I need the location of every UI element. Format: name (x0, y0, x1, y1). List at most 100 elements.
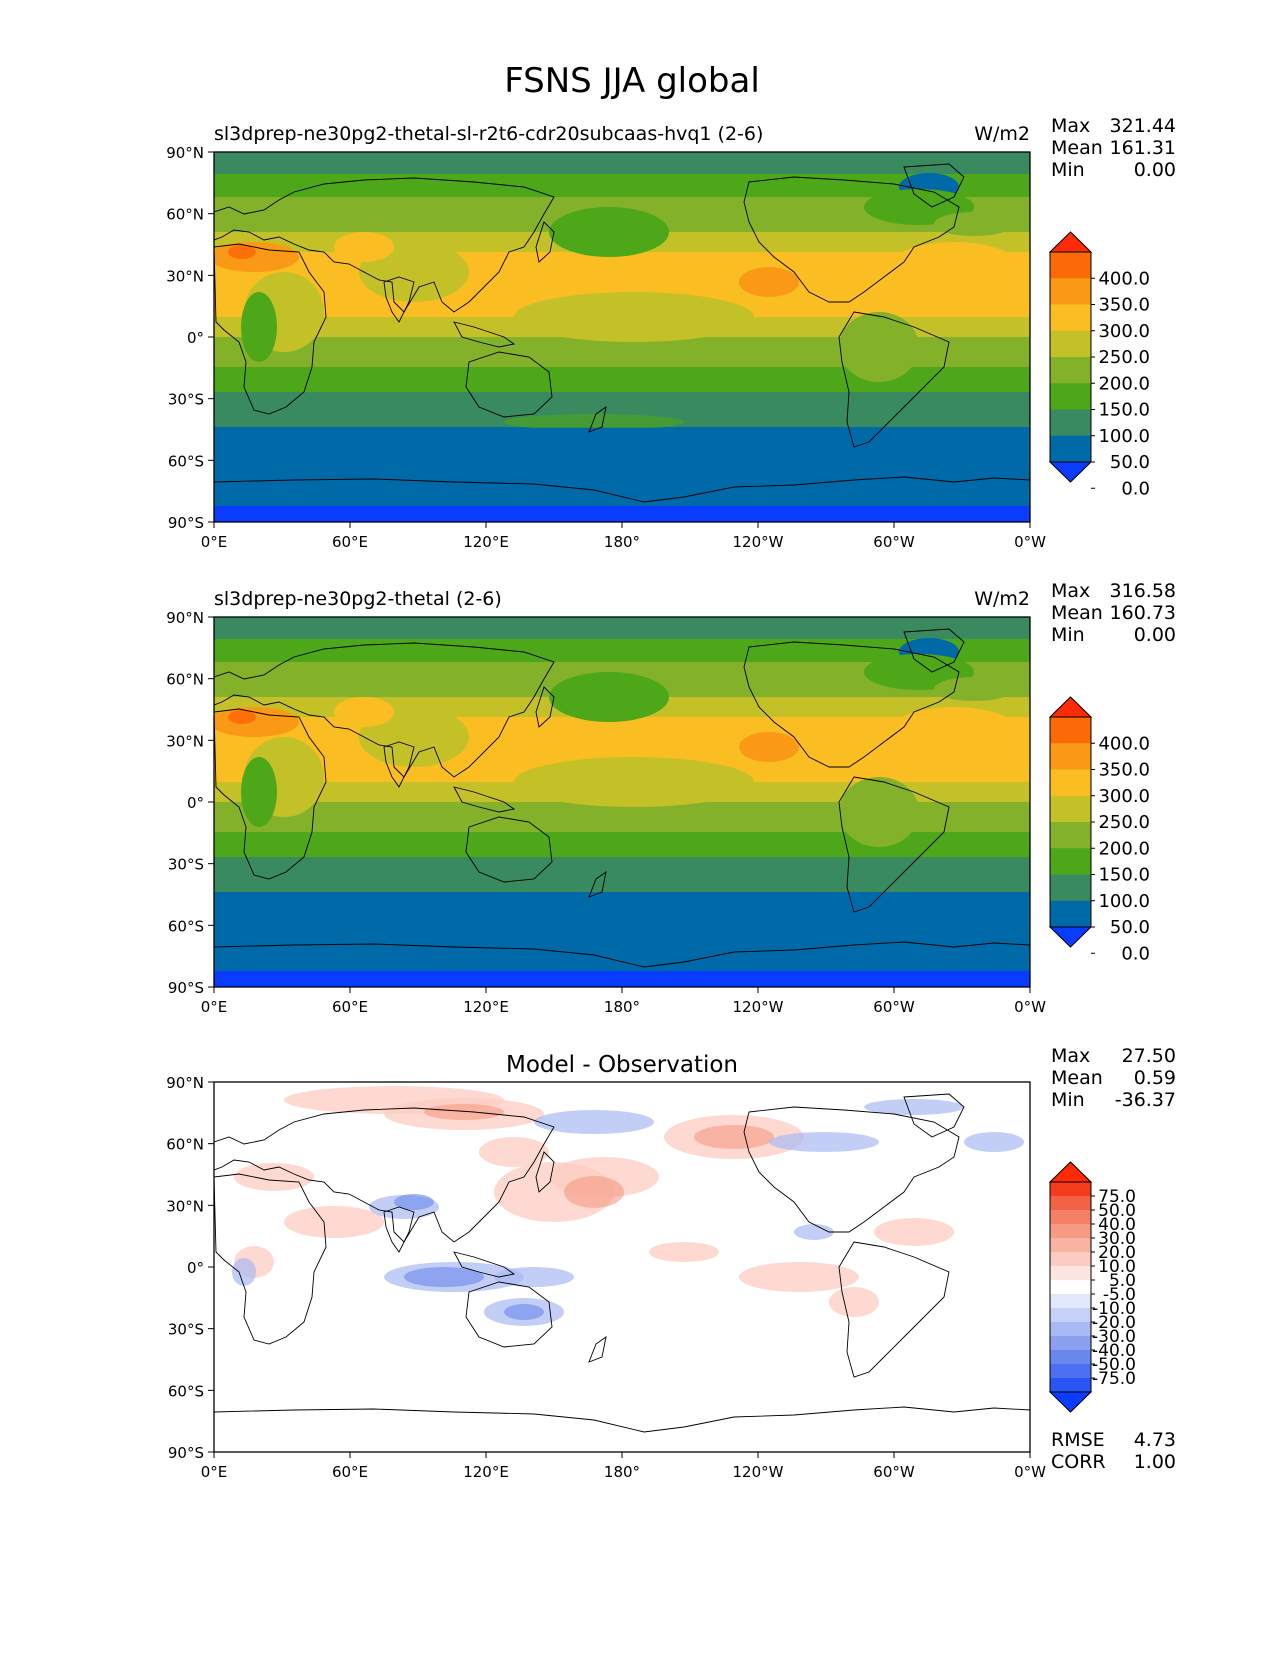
lat-tick-label: 90°N (166, 144, 204, 162)
colorbar-band (1050, 1210, 1091, 1225)
colorbar-band (1050, 1196, 1091, 1211)
colorbar-label: 0.0 (1121, 478, 1150, 499)
stat-label: Max (1051, 580, 1090, 602)
lon-tick-label: 180° (604, 1463, 640, 1481)
colorbar-band (1050, 1294, 1091, 1309)
colorbar-label: -5.0 (1103, 1285, 1136, 1305)
colorbar-band (1050, 1224, 1091, 1239)
colorbar-band (1050, 1378, 1091, 1393)
lat-tick-label: 30°S (168, 1321, 204, 1339)
colorbar: 400.0 350.0 300.0 250.0 200.0 150.0 100.0 50.0 0… (1048, 231, 1150, 499)
stat-value: 0.00 (1134, 624, 1176, 646)
lon-tick-label: 0°W (1014, 1463, 1046, 1481)
lat-tick-label: 90°N (166, 609, 204, 627)
lon-tick-label: 60°W (873, 998, 915, 1016)
colorbar-band (1050, 409, 1091, 437)
stat-value: 0.00 (1134, 159, 1176, 181)
colorbar-label: -75.0 (1092, 1369, 1136, 1389)
colorbar-label: 250.0 (1098, 812, 1150, 833)
lon-tick-label: 60°W (873, 1463, 915, 1481)
lon-tick-label: 60°E (332, 1463, 368, 1481)
figure-title: FSNS JJA global (504, 61, 760, 101)
colorbar-band (1050, 1308, 1091, 1323)
colorbar-band (1050, 1280, 1091, 1295)
stat-value: 161.31 (1110, 137, 1176, 159)
lon-tick-label: 60°E (332, 998, 368, 1016)
stat-label: Min (1051, 624, 1085, 646)
colorbar-band (1050, 357, 1091, 384)
lat-tick-label: 90°S (168, 514, 204, 532)
lon-tick-label: 0°E (201, 1463, 228, 1481)
colorbar-label: 75.0 (1098, 1187, 1136, 1207)
colorbar-label: 100.0 (1098, 426, 1150, 447)
lon-tick-label: 120°W (733, 998, 784, 1016)
colorbar-band (1050, 795, 1091, 823)
lat-tick-label: 60°S (168, 1382, 204, 1400)
colorbar-band (1050, 743, 1091, 770)
metric-value: 1.00 (1134, 1451, 1176, 1473)
stat-label: Max (1051, 115, 1090, 137)
panel-units: W/m2 (974, 588, 1030, 610)
lat-tick-label: 60°S (168, 452, 204, 470)
lon-tick-label: 120°W (733, 533, 784, 551)
colorbar-label: 200.0 (1098, 373, 1150, 394)
colorbar-label: 5.0 (1109, 1271, 1136, 1291)
colorbar-label: 20.0 (1098, 1243, 1136, 1263)
colorbar-band (1050, 1350, 1091, 1365)
lon-tick-label: 0°E (201, 998, 228, 1016)
colorbar-label: 150.0 (1098, 400, 1150, 421)
stat-label: Min (1051, 1089, 1085, 1111)
colorbar-band (1050, 1322, 1091, 1337)
stat-value: 316.58 (1110, 580, 1176, 602)
metric-value: 4.73 (1134, 1429, 1176, 1451)
colorbar: 400.0 350.0 300.0 250.0 200.0 150.0 100.0 50.0 0… (1048, 696, 1150, 964)
colorbar-band (1050, 1266, 1091, 1281)
colorbar-label: 150.0 (1098, 865, 1150, 886)
lon-tick-label: 0°W (1014, 998, 1046, 1016)
map-field (214, 1082, 1030, 1452)
colorbar-band (1050, 822, 1091, 849)
colorbar-label: 0.0 (1121, 943, 1150, 964)
lat-tick-label: 90°S (168, 979, 204, 997)
stat-label: Mean (1051, 1067, 1103, 1089)
colorbar-label: 30.0 (1098, 1229, 1136, 1249)
lon-tick-label: 0°W (1014, 533, 1046, 551)
lon-tick-label: 180° (604, 998, 640, 1016)
colorbar-band (1050, 848, 1091, 875)
colorbar-label: 250.0 (1098, 347, 1150, 368)
lat-tick-label: 30°N (166, 267, 204, 285)
colorbar-label: 350.0 (1098, 295, 1150, 316)
colorbar-band (1050, 252, 1091, 279)
colorbar-label: 400.0 (1098, 733, 1150, 754)
colorbar-label: 40.0 (1098, 1215, 1136, 1235)
colorbar-band (1050, 1252, 1091, 1267)
colorbar-band (1050, 435, 1091, 463)
stat-value: 0.59 (1134, 1067, 1176, 1089)
colorbar-band (1050, 874, 1091, 902)
colorbar-band (1050, 278, 1091, 305)
stat-label: Mean (1051, 137, 1103, 159)
map-field (214, 617, 1030, 987)
lat-tick-label: 0° (187, 1259, 204, 1277)
panel-title: sl3dprep-ne30pg2-thetal-sl-r2t6-cdr20sub… (214, 123, 763, 145)
lat-tick-label: 90°N (166, 1074, 204, 1092)
map-panel-3: Model - Observation 90°N 60°N 30°N 0° 30°S 60°… (166, 1045, 1176, 1481)
colorbar-band (1050, 717, 1091, 744)
lon-tick-label: 0°E (201, 533, 228, 551)
colorbar-band (1050, 304, 1091, 332)
colorbar-label: -40.0 (1092, 1341, 1136, 1361)
colorbar-label: 50.0 (1098, 1201, 1136, 1221)
stat-value: 27.50 (1122, 1045, 1176, 1067)
colorbar-label: -30.0 (1092, 1327, 1136, 1347)
colorbar-label: 200.0 (1098, 838, 1150, 859)
metric-label: CORR (1051, 1451, 1106, 1473)
stat-label: Min (1051, 159, 1085, 181)
stat-value: 321.44 (1110, 115, 1176, 137)
lat-tick-label: 0° (187, 794, 204, 812)
colorbar-band (1050, 1336, 1091, 1351)
colorbar-label: 50.0 (1110, 917, 1150, 938)
lat-tick-label: 30°N (166, 1197, 204, 1215)
lat-tick-label: 30°N (166, 732, 204, 750)
lon-tick-label: 120°W (733, 1463, 784, 1481)
